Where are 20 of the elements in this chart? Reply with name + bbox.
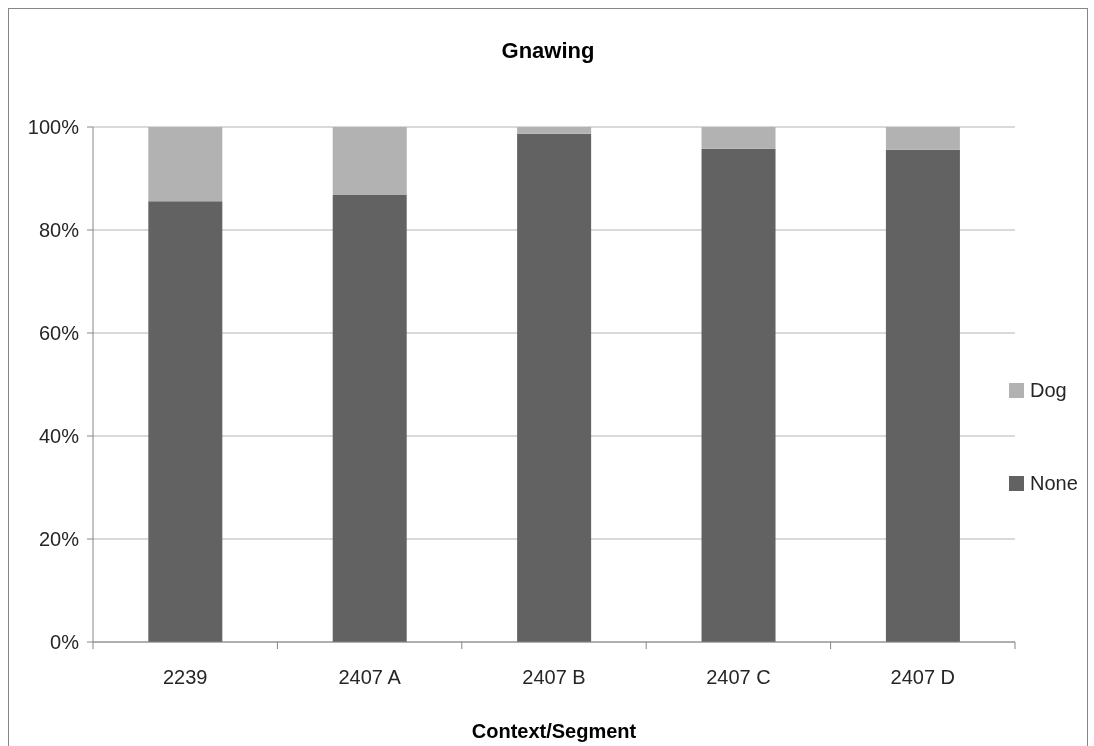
y-tick-label: 20% <box>38 528 80 551</box>
legend-label: Dog <box>1030 379 1067 402</box>
x-tick-label: 2407 D <box>890 666 956 688</box>
chart-title: Gnawing <box>500 38 596 64</box>
x-axis-title: Context/Segment <box>471 720 637 742</box>
bar <box>517 133 592 642</box>
x-tick-label: 2407 C <box>706 666 771 688</box>
y-tick-label: 40% <box>38 425 80 448</box>
x-tick-label: 2407 A <box>338 666 402 688</box>
bar <box>148 201 223 642</box>
bar <box>332 194 407 642</box>
x-tick-label: 2239 <box>162 666 208 688</box>
bar <box>701 148 776 642</box>
y-tick-label: 100% <box>27 116 80 139</box>
x-tick-label: 2407 B <box>522 666 586 688</box>
bar <box>885 149 960 642</box>
y-tick-label: 60% <box>38 322 80 345</box>
y-tick-label: 80% <box>38 219 80 242</box>
y-tick-label: 0% <box>50 631 80 654</box>
legend-label: None <box>1030 472 1078 495</box>
